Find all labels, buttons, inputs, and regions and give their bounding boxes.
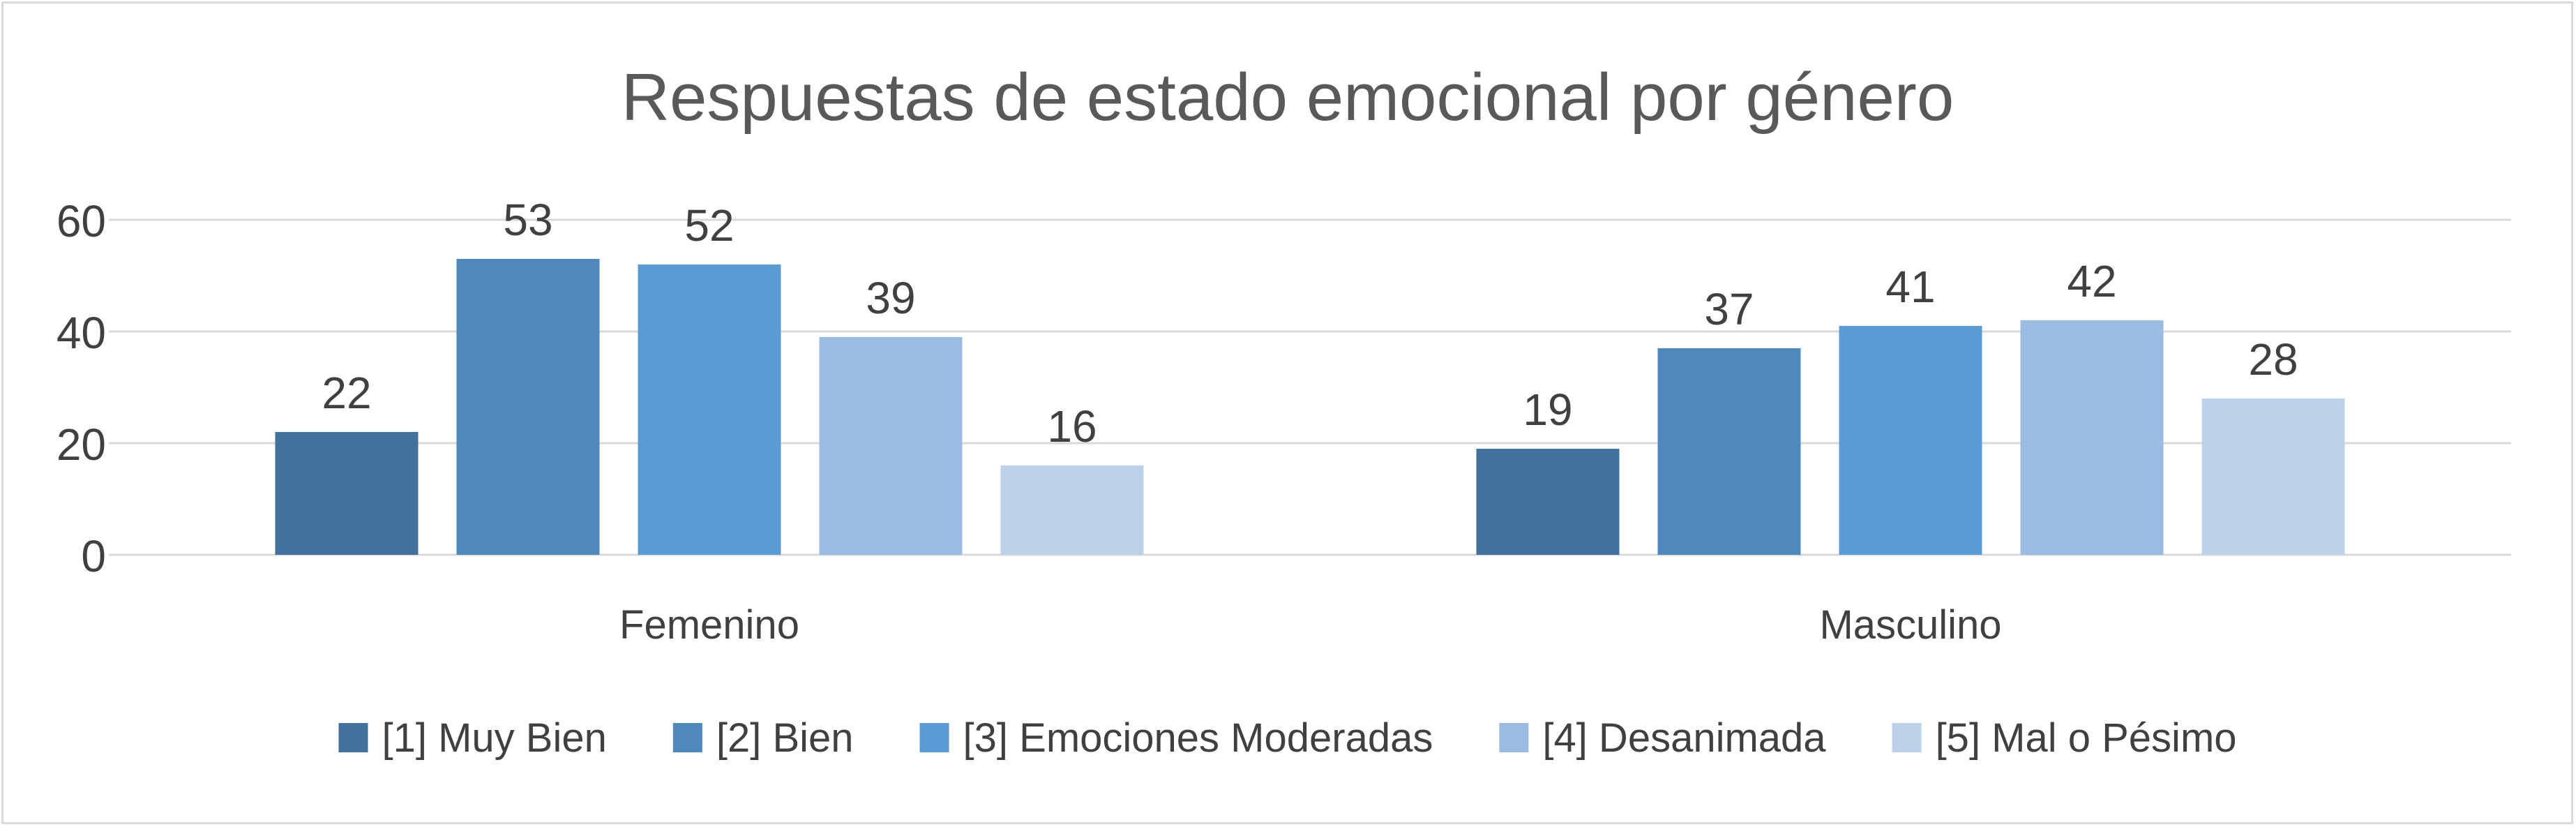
- y-tick-label: 0: [81, 531, 106, 581]
- data-labels: 22 53 52 39 16 19 37 41 42 28: [322, 195, 2298, 452]
- legend-item: [1] Muy Bien: [338, 715, 607, 761]
- legend-swatch: [1892, 723, 1922, 752]
- bar-femenino-series-2: [456, 259, 600, 555]
- data-label: 52: [684, 200, 734, 251]
- legend-swatch: [338, 723, 368, 752]
- y-tick-label: 40: [57, 308, 106, 358]
- data-label: 53: [503, 195, 552, 245]
- bar-femenino-series-4: [819, 337, 963, 555]
- data-label: 22: [322, 368, 371, 418]
- legend-item: [2] Bien: [672, 715, 854, 761]
- y-tick-label: 20: [57, 419, 106, 470]
- chart-title: Respuestas de estado emocional por géner…: [622, 60, 1954, 135]
- data-label: 37: [1704, 284, 1754, 334]
- bar-masculino-series-3: [1839, 326, 1982, 555]
- legend-label: [2] Bien: [716, 715, 854, 761]
- bar-masculino-series-1: [1476, 449, 1620, 555]
- legend-item: [3] Emociones Moderadas: [919, 715, 1433, 761]
- bars: [275, 259, 2345, 555]
- data-label: 28: [2248, 334, 2298, 385]
- y-axis-ticks: 0 20 40 60: [57, 196, 106, 581]
- bar-femenino-series-3: [638, 265, 781, 555]
- legend-label: [4] Desanimada: [1542, 715, 1826, 761]
- legend: [1] Muy Bien [2] Bien [3] Emociones Modera…: [338, 715, 2237, 761]
- data-label: 16: [1047, 401, 1097, 452]
- data-label: 41: [1885, 262, 1935, 312]
- legend-swatch: [672, 723, 702, 752]
- bar-masculino-series-2: [1657, 348, 1801, 555]
- data-label: 39: [866, 273, 915, 323]
- legend-swatch: [1499, 723, 1529, 752]
- legend-item: [5] Mal o Pésimo: [1892, 715, 2237, 761]
- data-label: 42: [2067, 256, 2116, 306]
- legend-label: [1] Muy Bien: [382, 715, 606, 761]
- legend-label: [3] Emociones Moderadas: [963, 715, 1433, 761]
- x-category-label: Masculino: [1819, 602, 2001, 648]
- bar-masculino-series-4: [2020, 320, 2164, 555]
- x-axis-categories: Femenino Masculino: [619, 602, 2002, 648]
- legend-swatch: [919, 723, 949, 752]
- bar-femenino-series-1: [275, 432, 419, 555]
- legend-item: [4] Desanimada: [1499, 715, 1826, 761]
- x-category-label: Femenino: [619, 602, 799, 648]
- bar-masculino-series-5: [2201, 398, 2345, 555]
- data-label: 19: [1523, 385, 1572, 435]
- y-tick-label: 60: [57, 196, 106, 246]
- bar-femenino-series-5: [1000, 465, 1144, 555]
- legend-label: [5] Mal o Pésimo: [1936, 715, 2237, 761]
